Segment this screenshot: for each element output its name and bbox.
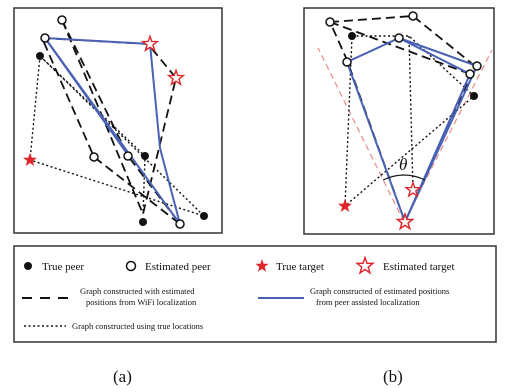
panel-b-estimated-peer	[472, 61, 482, 71]
panel-a-true-graph	[29, 55, 205, 217]
panel-a-estimated-peer	[40, 33, 50, 43]
panel-a-estimated-peer	[123, 151, 133, 161]
legend-estimated-target-label: Estimated target	[383, 261, 455, 273]
legend: True peer Estimated peer True target Est…	[13, 245, 497, 343]
panel-a-peer-graph	[42, 36, 181, 225]
panel-b-estimated-peer	[465, 69, 475, 79]
legend-true-graph-label: Graph constructed using true locations	[72, 321, 203, 331]
panel-b-angle-label: θ	[399, 155, 407, 174]
panel-b-estimated-peer	[342, 57, 352, 67]
panel-a-true-peer	[139, 218, 147, 226]
panel-b-true-peer	[470, 92, 478, 100]
panel-b-frame	[303, 7, 495, 235]
legend-frame	[13, 245, 497, 343]
panel-a-wifi-graph	[40, 19, 181, 225]
legend-estimated-peer-icon	[125, 260, 137, 272]
panel-a-peer-graph-edge	[44, 37, 129, 156]
panel-b-angle-arc	[382, 174, 426, 181]
panel-b-wifi-graph-edge	[329, 21, 471, 75]
legend-true-target-label: True target	[276, 261, 324, 273]
panel-b-angle-guide	[317, 47, 405, 223]
panel-a	[13, 7, 223, 234]
panel-a-estimated-peer	[175, 219, 185, 229]
panel-b-estimated-peer	[394, 33, 404, 43]
legend-true-peer-icon	[24, 262, 32, 270]
panel-b-wifi-graph	[329, 15, 477, 225]
legend-true-peer-label: True peer	[42, 261, 84, 273]
panel-b-true-graph-edge	[408, 35, 414, 191]
panel-b-true-peer	[348, 32, 356, 40]
panel-a-caption: (a)	[113, 367, 132, 386]
panel-a-true-peer	[36, 52, 44, 60]
legend-peer-graph-label-line2: from peer assisted localization	[316, 297, 420, 307]
panel-a-frame	[13, 7, 223, 234]
panel-b-caption: (b)	[383, 367, 403, 386]
legend-wifi-graph-label-line1: Graph constructed with estimated	[80, 286, 195, 296]
panel-b-estimated-peer	[408, 11, 418, 21]
panel-a-estimated-peer	[57, 15, 67, 25]
panel-a-estimated-peer	[89, 152, 99, 162]
legend-wifi-graph-label-line2: positions from WiFi localization	[86, 297, 197, 307]
panel-a-true-peer	[141, 152, 149, 160]
panel-b-estimated-peer	[325, 17, 335, 27]
panel-b-peer-graph-edge	[398, 37, 478, 67]
legend-peer-graph-label-line1: Graph constructed of estimated positions	[310, 286, 449, 296]
panel-b: θ	[303, 7, 495, 235]
legend-estimated-peer-label: Estimated peer	[145, 261, 211, 273]
panel-a-true-peer	[200, 212, 208, 220]
